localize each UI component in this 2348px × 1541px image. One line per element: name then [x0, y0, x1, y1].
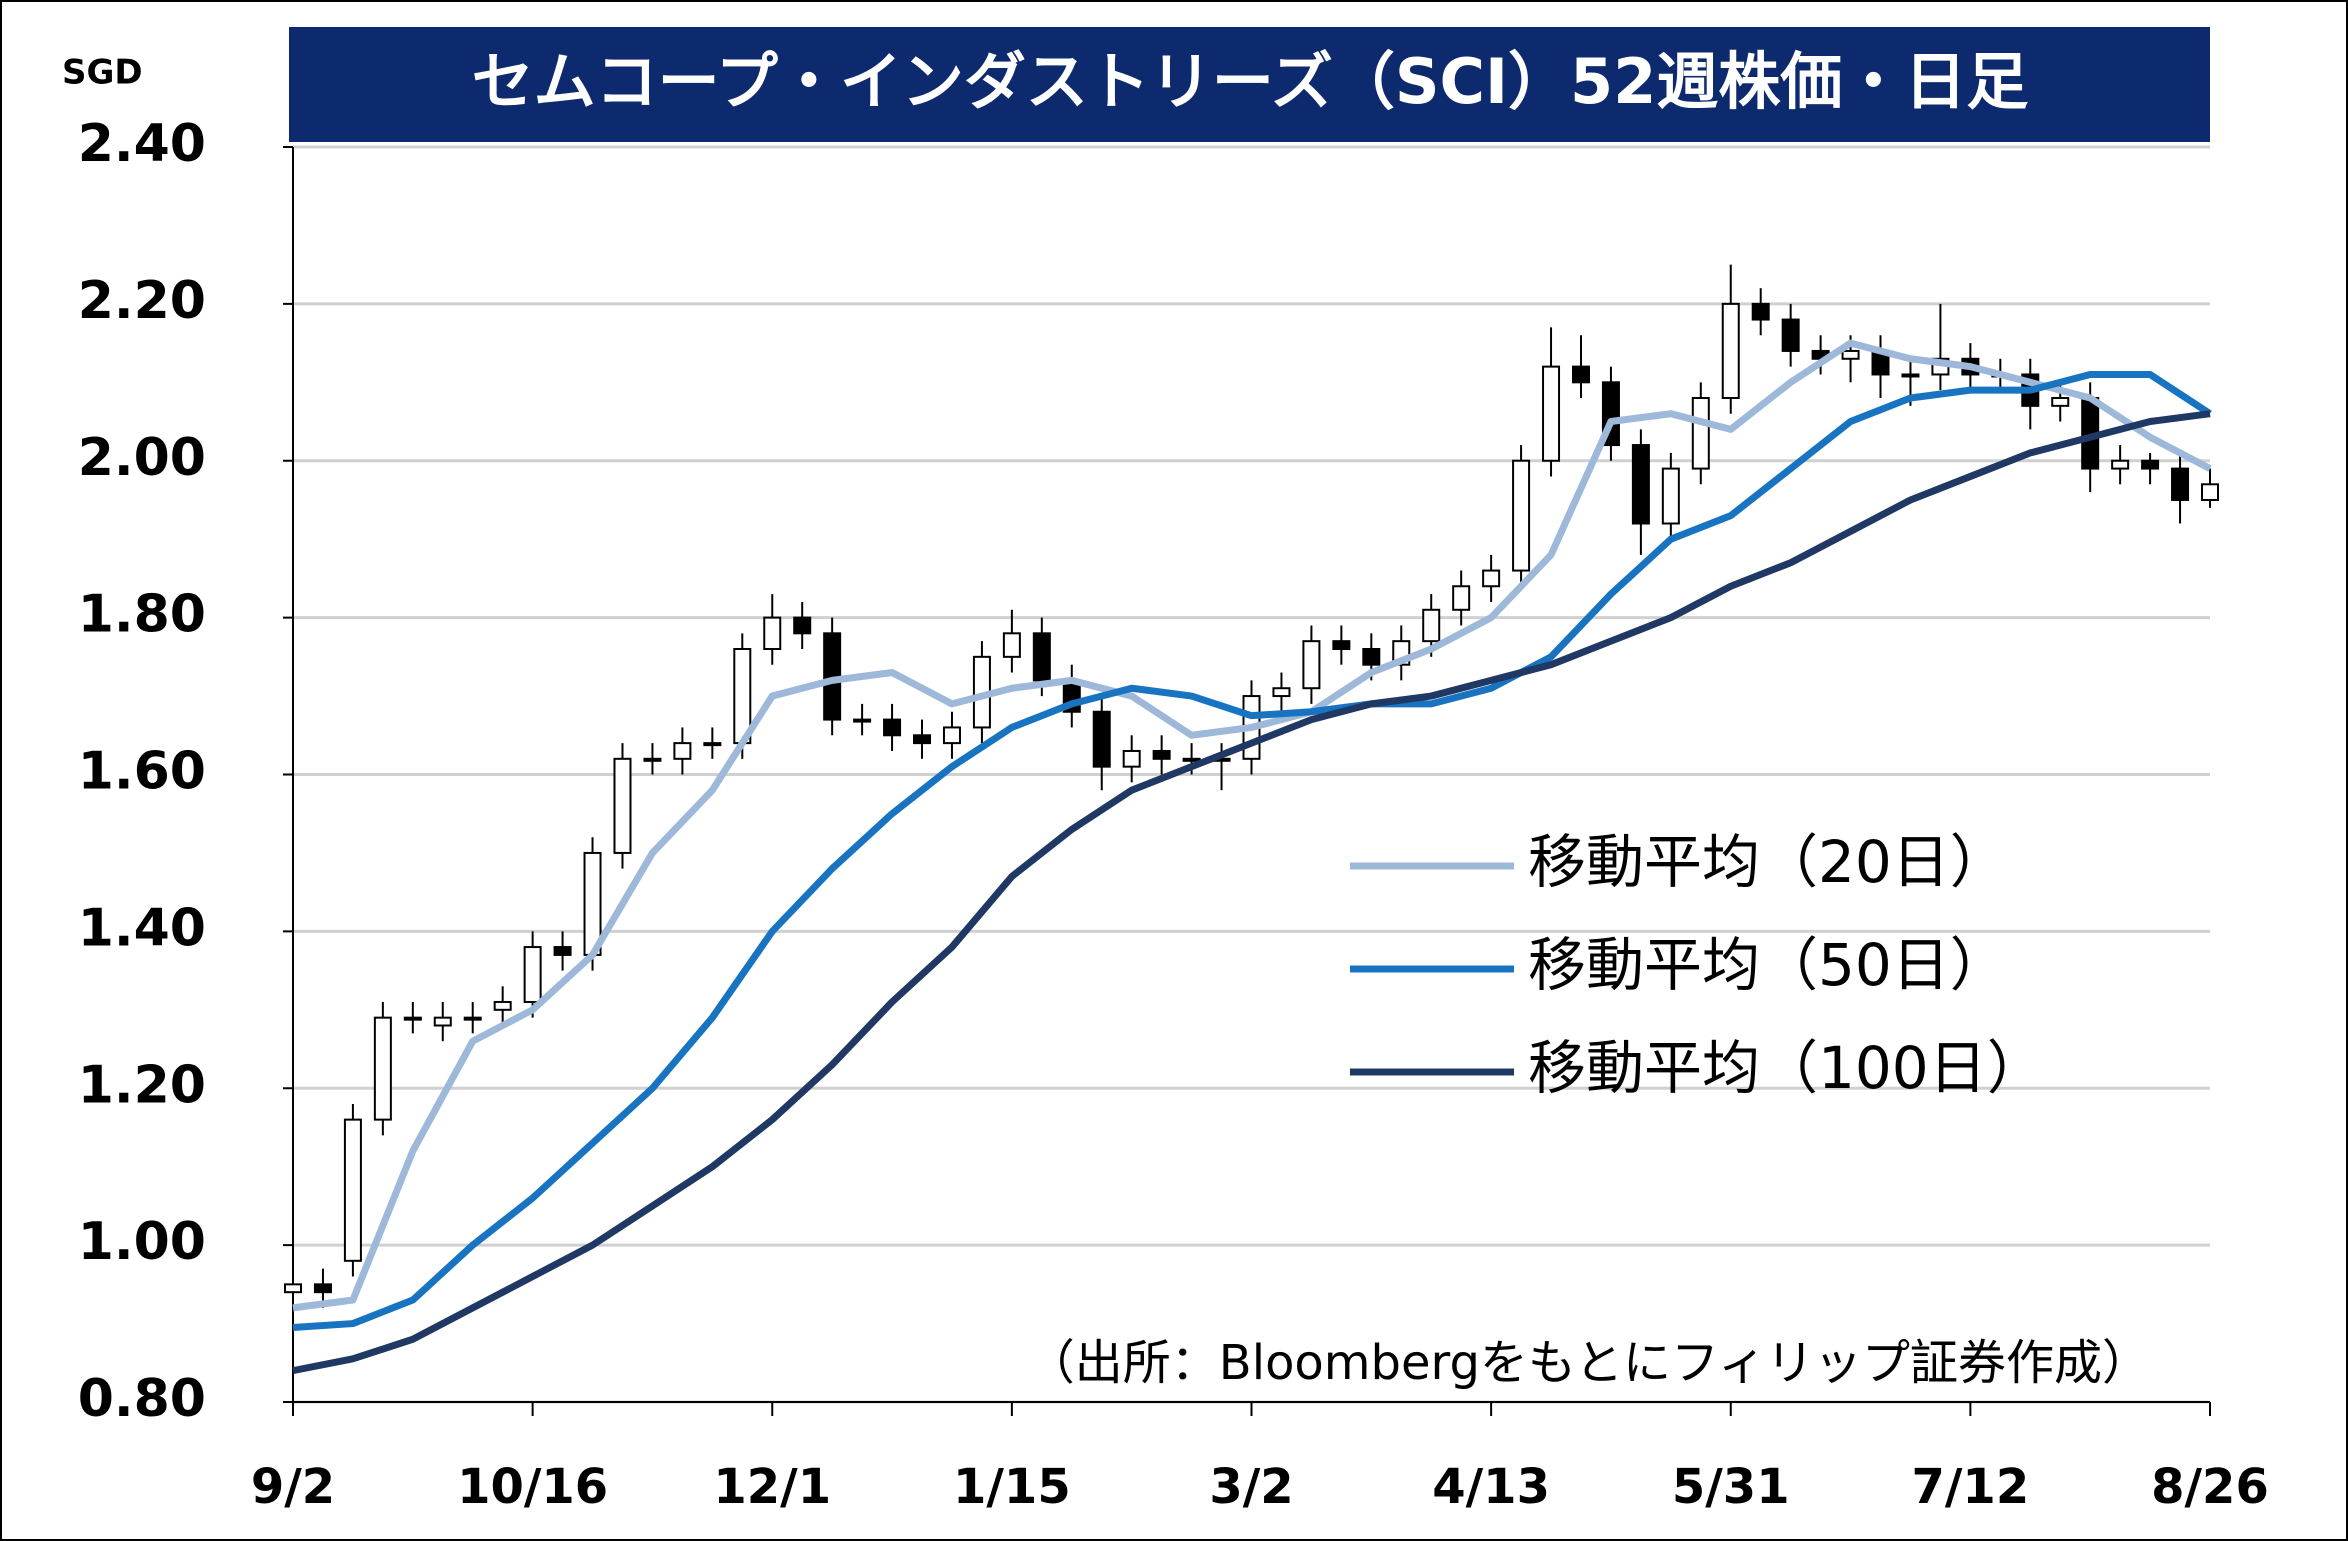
candle-body — [1542, 365, 1561, 462]
legend-label: 移動平均（100日） — [1528, 1034, 2045, 1102]
candle-body — [673, 742, 692, 760]
candle-body — [793, 616, 812, 635]
candle-body — [373, 1016, 392, 1121]
candle-body — [284, 1283, 302, 1294]
x-tick-label: 10/16 — [457, 1459, 608, 1515]
candle-body — [1721, 302, 1740, 399]
x-tick-label: 5/31 — [1672, 1459, 1790, 1515]
candle-body — [1661, 467, 1680, 525]
y-tick-label: 0.80 — [78, 1369, 206, 1429]
y-tick-label: 2.20 — [78, 271, 206, 331]
candle-body — [1362, 648, 1381, 666]
candle-body — [1032, 632, 1051, 682]
candle-body — [913, 734, 932, 745]
candle-body — [1302, 640, 1321, 690]
y-unit: SGD — [62, 53, 143, 93]
candle-body — [1571, 365, 1590, 384]
candle-body — [883, 718, 902, 737]
x-tick-label: 4/13 — [1432, 1459, 1550, 1515]
candle-body — [1751, 302, 1770, 321]
moving-average-line — [292, 410, 2211, 1375]
moving-average-line — [292, 339, 2212, 1312]
candle-body — [942, 726, 961, 745]
candle-body — [763, 616, 782, 650]
candle-body — [1152, 749, 1171, 760]
candle-body — [463, 1016, 482, 1021]
candle-body — [1452, 585, 1471, 611]
candle-body — [1901, 373, 1920, 378]
x-tick-label: 12/1 — [713, 1459, 831, 1515]
candle-body — [1332, 640, 1351, 650]
y-tick-label: 1.40 — [78, 898, 206, 958]
candle-body — [2111, 459, 2130, 470]
source-note: （出所：Bloombergをもとにフィリップ証券作成） — [1027, 1335, 2150, 1391]
candle-body — [2171, 467, 2190, 501]
x-tick-label: 1/15 — [953, 1459, 1071, 1515]
candle-body — [523, 946, 542, 1003]
candle-body — [1631, 444, 1650, 525]
y-tick-label: 1.80 — [78, 585, 206, 645]
title-bar — [289, 27, 2210, 142]
candle-body — [553, 946, 572, 956]
y-tick-label: 2.40 — [78, 114, 206, 174]
y-tick-label: 2.00 — [78, 428, 206, 488]
candle-body — [1422, 608, 1441, 643]
candle-body — [1781, 318, 1800, 352]
candle-body — [343, 1118, 362, 1262]
candle-body — [493, 1000, 512, 1011]
candle-body — [403, 1016, 422, 1021]
candle-body — [1182, 757, 1201, 762]
legend-label: 移動平均（50日） — [1528, 931, 2008, 999]
candle-body — [2141, 459, 2160, 470]
legend-label: 移動平均（20日） — [1528, 828, 2008, 896]
candle-body — [1092, 710, 1111, 768]
x-tick-label: 8/26 — [2151, 1459, 2269, 1515]
candle-body — [1512, 459, 1531, 572]
candle-body — [1691, 397, 1710, 470]
candle-body — [1122, 749, 1141, 768]
y-tick-label: 1.60 — [78, 742, 206, 802]
x-tick-label: 7/12 — [1912, 1459, 2030, 1515]
candle-body — [1002, 632, 1021, 658]
y-tick-label: 1.20 — [78, 1055, 206, 1115]
x-tick-label: 9/2 — [251, 1459, 335, 1515]
candle-body — [703, 742, 722, 747]
y-tick-label: 1.00 — [78, 1212, 206, 1272]
moving-average-line — [292, 370, 2212, 1331]
chart-title: セムコープ・インダストリーズ（SCI）52週株価・日足 — [472, 45, 2029, 118]
candle-body — [643, 757, 662, 762]
candle-body — [1482, 569, 1501, 588]
candle-body — [1841, 349, 1860, 360]
candle-body — [1272, 687, 1291, 698]
candle-body — [613, 757, 632, 854]
candle-body — [2051, 397, 2070, 407]
candle-body — [433, 1016, 452, 1027]
candle-body — [313, 1283, 332, 1294]
x-tick-label: 3/2 — [1209, 1459, 1293, 1515]
candle-body — [853, 718, 872, 723]
candle-body — [2201, 483, 2219, 501]
